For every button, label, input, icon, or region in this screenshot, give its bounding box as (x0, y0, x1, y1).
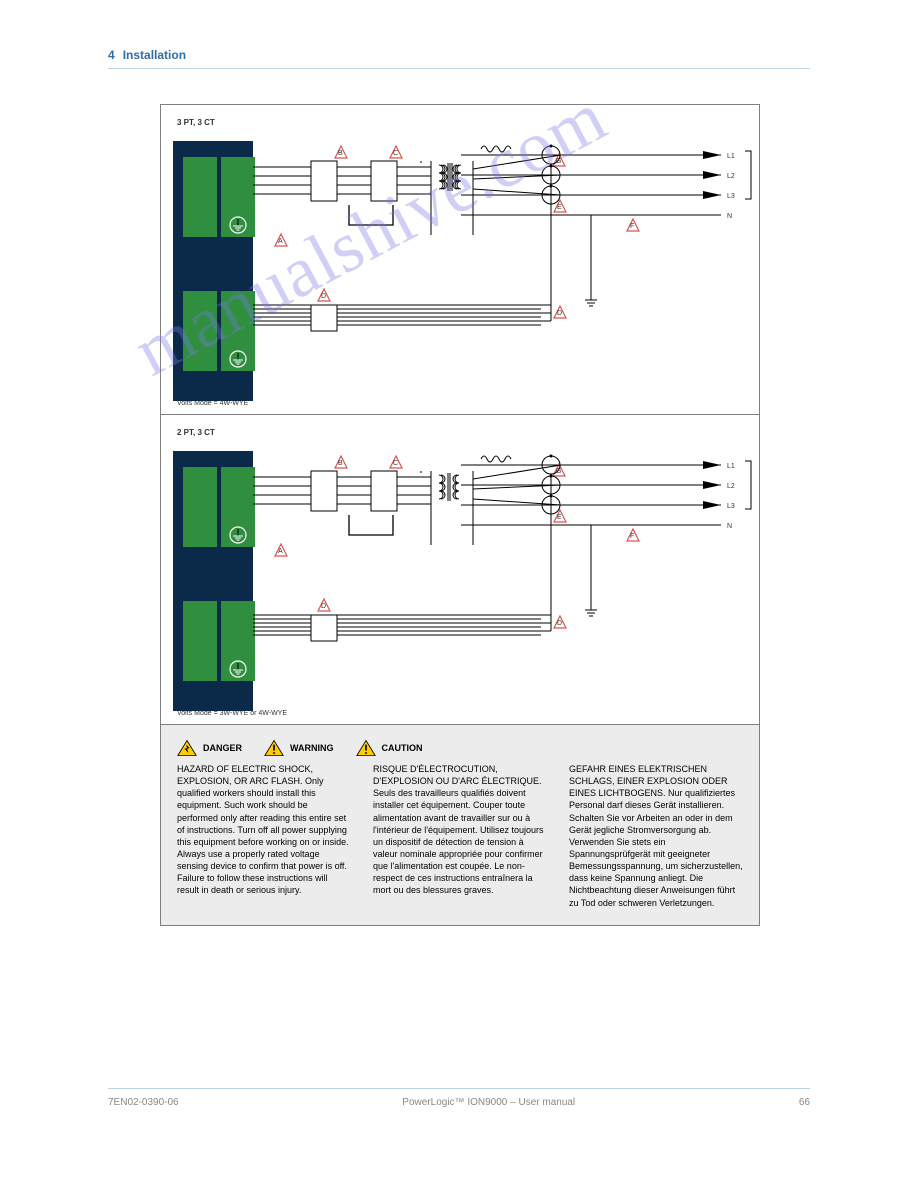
svg-text:D: D (557, 620, 562, 627)
warn-text-en: HAZARD OF ELECTRIC SHOCK, EXPLOSION, OR … (177, 763, 351, 909)
svg-text:2 PT, 3 CT: 2 PT, 3 CT (177, 428, 215, 437)
diagram-panel-3pt: 3 PT, 3 CTVolts Mode = 4W-WYEL1L2L3NGEDD… (161, 105, 759, 415)
svg-text:C: C (393, 150, 398, 157)
svg-text:L1: L1 (727, 463, 735, 470)
footer-docno: 7EN02-0390-06 (108, 1097, 179, 1108)
svg-text:D: D (321, 293, 326, 300)
svg-text:C: C (393, 460, 398, 467)
warn-caution: CAUTION (356, 739, 423, 757)
svg-text:L1: L1 (727, 153, 735, 160)
svg-text:N: N (727, 523, 732, 530)
svg-text:B: B (338, 150, 343, 157)
svg-text:Volts Mode = 4W-WYE: Volts Mode = 4W-WYE (177, 400, 249, 407)
svg-text:L2: L2 (727, 483, 735, 490)
caution-icon (356, 739, 376, 757)
header-rule (108, 68, 810, 69)
svg-text:F: F (630, 533, 634, 540)
svg-text:D: D (557, 310, 562, 317)
svg-text:3 PT, 3 CT: 3 PT, 3 CT (177, 118, 215, 127)
caution-label: CAUTION (382, 743, 423, 753)
page-footer: 7EN02-0390-06 PowerLogic™ ION9000 – User… (108, 1088, 810, 1108)
svg-text:L2: L2 (727, 173, 735, 180)
svg-text:A: A (278, 238, 283, 245)
svg-text:Volts Mode = 3W-WYE or 4W-WYE: Volts Mode = 3W-WYE or 4W-WYE (177, 710, 287, 717)
svg-text:E: E (557, 514, 562, 521)
content-frame: 3 PT, 3 CTVolts Mode = 4W-WYEL1L2L3NGEDD… (160, 104, 760, 926)
svg-text:B: B (338, 460, 343, 467)
warning-headers: DANGER WARNING CAUTION (177, 739, 743, 757)
warning-icon (264, 739, 284, 757)
svg-text:F: F (630, 223, 634, 230)
warn-warning: WARNING (264, 739, 334, 757)
svg-text:E: E (557, 204, 562, 211)
footer-page: 66 (799, 1097, 810, 1108)
schematic-2pt: 2 PT, 3 CT Volts Mode = 3W-WYE or 4W-WYE L… (161, 415, 761, 725)
warn-danger: DANGER (177, 739, 242, 757)
warning-body: HAZARD OF ELECTRIC SHOCK, EXPLOSION, OR … (177, 763, 743, 909)
warning-label: WARNING (290, 743, 334, 753)
warn-text-de: GEFAHR EINES ELEKTRISCHEN SCHLAGS, EINER… (569, 763, 743, 909)
section-title: Installation (123, 48, 186, 62)
danger-label: DANGER (203, 743, 242, 753)
schematic-3pt: 3 PT, 3 CTVolts Mode = 4W-WYEL1L2L3NGEDD… (161, 105, 761, 415)
svg-text:L3: L3 (727, 193, 735, 200)
footer-product: PowerLogic™ ION9000 – User manual (402, 1097, 575, 1108)
warn-text-fr: RISQUE D'ÉLECTROCUTION, D'EXPLOSION OU D… (373, 763, 547, 909)
section-number: 4 (108, 48, 115, 62)
bolt-icon (177, 739, 197, 757)
svg-text:L3: L3 (727, 503, 735, 510)
svg-text:A: A (278, 548, 283, 555)
diagram-panel-2pt: 2 PT, 3 CT Volts Mode = 3W-WYE or 4W-WYE L… (161, 415, 759, 725)
page-header: 4 Installation (108, 48, 810, 69)
svg-text:D: D (321, 603, 326, 610)
warning-panel: DANGER WARNING CAUTION HAZARD OF ELECTRI… (161, 725, 759, 925)
svg-text:N: N (727, 213, 732, 220)
